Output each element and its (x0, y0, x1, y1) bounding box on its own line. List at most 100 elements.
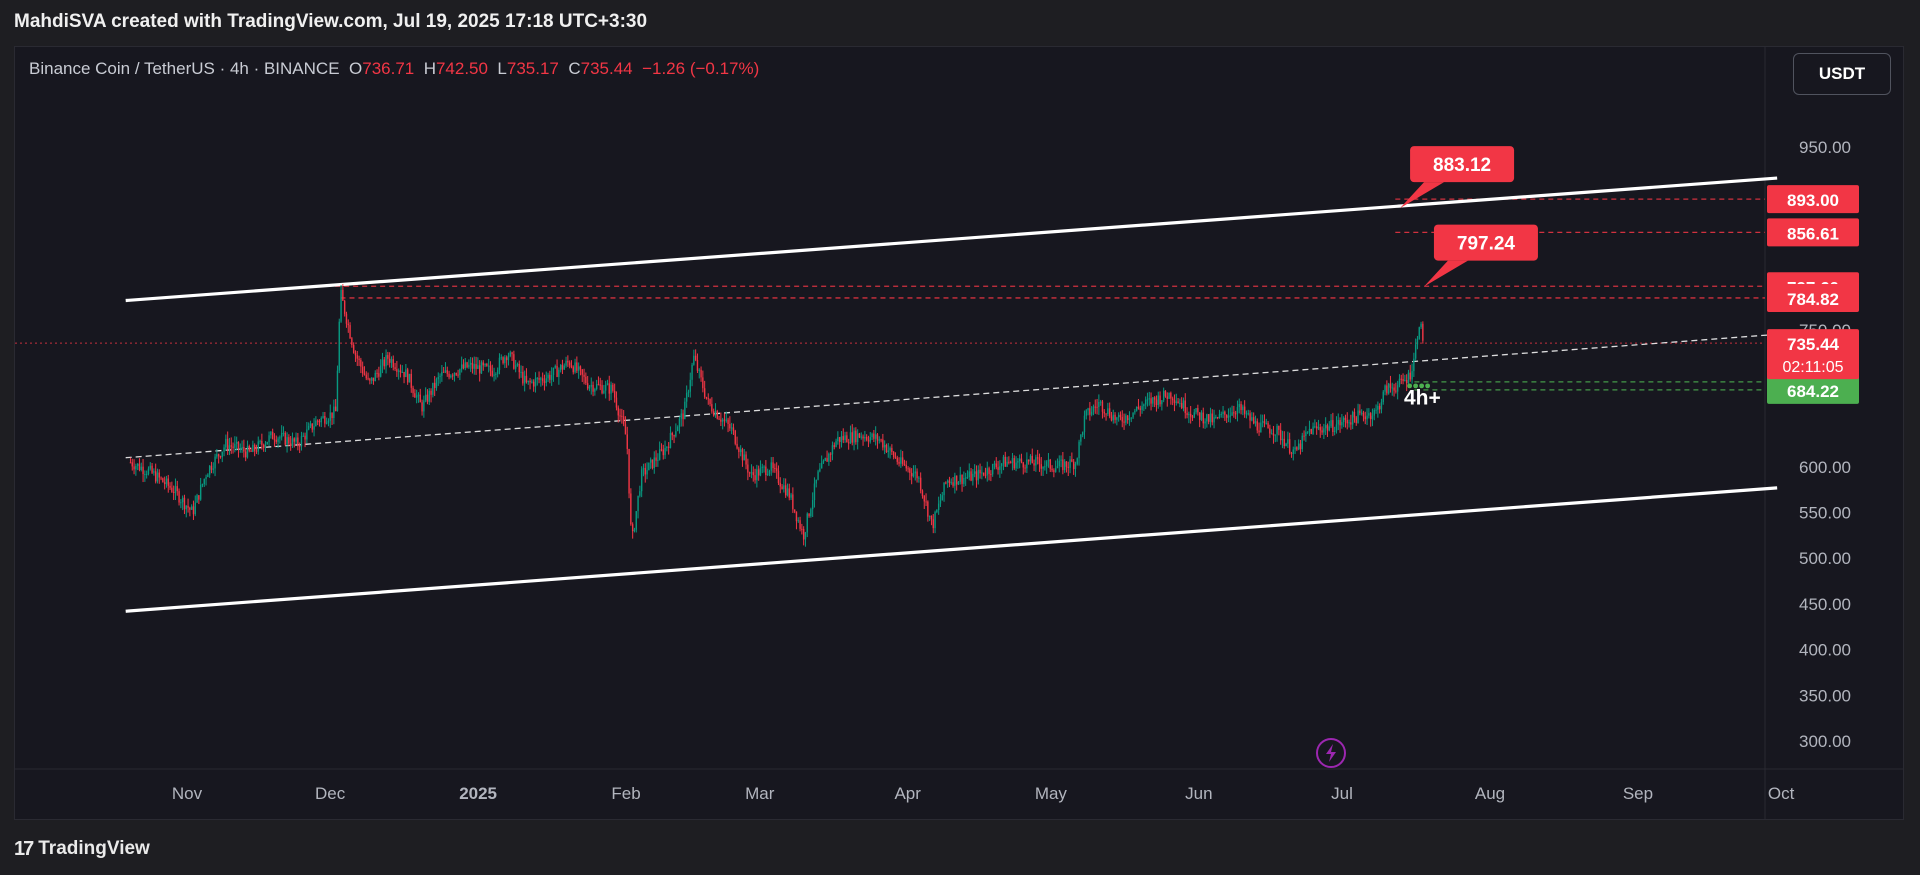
candle-body (304, 435, 306, 440)
candle-body (1189, 413, 1192, 417)
candle-body (1191, 416, 1194, 418)
candle-body (232, 446, 234, 448)
candle-body (772, 462, 774, 469)
lightning-icon[interactable] (1316, 738, 1346, 768)
candle-body (898, 461, 900, 464)
candle-body (135, 466, 137, 470)
candle-body (351, 338, 353, 346)
attribution-text: MahdiSVA created with TradingView.com, J… (14, 11, 648, 32)
candle-body (1254, 421, 1257, 424)
currency-label: USDT (1818, 64, 1866, 83)
candle-body (581, 369, 583, 375)
candle-body (387, 355, 389, 359)
candle-body (934, 512, 936, 529)
candle-body (624, 424, 627, 435)
candle-body (568, 362, 571, 366)
candle-body (336, 370, 339, 412)
candle-body (797, 520, 799, 522)
chart-panel[interactable]: 950.00750.00600.00550.00500.00450.00400.… (14, 46, 1904, 820)
candle-body (1002, 456, 1005, 464)
candle-body (1074, 463, 1077, 470)
candle-body (419, 394, 421, 403)
candle-body (203, 478, 205, 485)
candle-body (995, 463, 997, 468)
candle-body (750, 472, 753, 474)
price-chart[interactable]: 950.00750.00600.00550.00500.00450.00400.… (15, 47, 1904, 820)
candle-body (588, 386, 591, 389)
candle-body (950, 482, 952, 484)
candle-body (781, 486, 783, 490)
candle-body (1206, 414, 1208, 422)
candle-body (500, 357, 502, 359)
candle-body (340, 289, 342, 322)
candle-body (1076, 458, 1078, 464)
candle-body (532, 381, 535, 387)
candle-body (1143, 404, 1145, 407)
candle-body (397, 370, 400, 372)
candle-body (1067, 466, 1069, 468)
candle-body (1411, 371, 1413, 380)
candle-body (531, 381, 533, 383)
candle-body (1319, 427, 1321, 431)
high-value: 742.50 (435, 59, 488, 78)
entry-marker (1413, 383, 1419, 389)
candle-body (252, 444, 254, 452)
currency-button[interactable]: USDT (1793, 53, 1891, 95)
candle-body (207, 474, 209, 478)
candle-body (572, 367, 574, 373)
candle-body (1371, 415, 1374, 420)
candle-body (374, 372, 376, 382)
candle-body (711, 404, 713, 412)
candle-body (912, 473, 915, 477)
candle-body (1101, 401, 1104, 412)
price-level-badge (1767, 375, 1859, 404)
candle-body (1278, 425, 1280, 430)
candle-body (761, 466, 763, 468)
candle-body (525, 375, 528, 383)
candle-body (702, 377, 704, 389)
tradingview-brand: TradingView (38, 838, 150, 859)
candle-body (590, 384, 592, 387)
channel-mid (125, 333, 1778, 459)
candle-body (522, 371, 524, 384)
candle-body (673, 435, 675, 437)
candle-body (1407, 372, 1410, 384)
candle-body (644, 468, 646, 475)
lightning-glyph (1326, 744, 1336, 762)
candle-body (1233, 412, 1235, 414)
candle-body (216, 454, 218, 457)
candle-body (975, 471, 978, 481)
candle-body (1328, 426, 1330, 431)
candle-body (633, 529, 636, 532)
candle-body (766, 473, 769, 476)
candle-body (1301, 435, 1303, 450)
tradingview-logo-icon: 17 (14, 837, 34, 860)
footer-branding[interactable]: 17 TradingView (14, 834, 150, 864)
candle-body (300, 436, 303, 447)
candle-body (433, 382, 436, 388)
candle-body (558, 369, 560, 377)
candle-body (1126, 415, 1129, 421)
candle-body (1395, 390, 1397, 392)
candle-body (831, 445, 834, 455)
candle-body (752, 472, 754, 476)
target-callout (1433, 224, 1538, 261)
candle-body (388, 358, 391, 363)
candle-body (489, 365, 492, 371)
candle-body (408, 373, 411, 383)
candle-body (509, 352, 511, 357)
candle-body (930, 515, 933, 520)
candle-body (651, 459, 654, 469)
candle-body (770, 462, 772, 471)
x-tick-label: Jun (1185, 784, 1212, 803)
candle-body (1364, 416, 1366, 420)
candle-body (1348, 422, 1350, 424)
candle-body (1157, 395, 1159, 405)
candle-body (1380, 402, 1383, 410)
candle-body (239, 448, 241, 450)
candle-body (221, 451, 223, 458)
candle-body (1387, 383, 1390, 394)
candle-body (1040, 464, 1042, 469)
candle-body (1146, 399, 1149, 401)
candle-body (896, 457, 898, 462)
